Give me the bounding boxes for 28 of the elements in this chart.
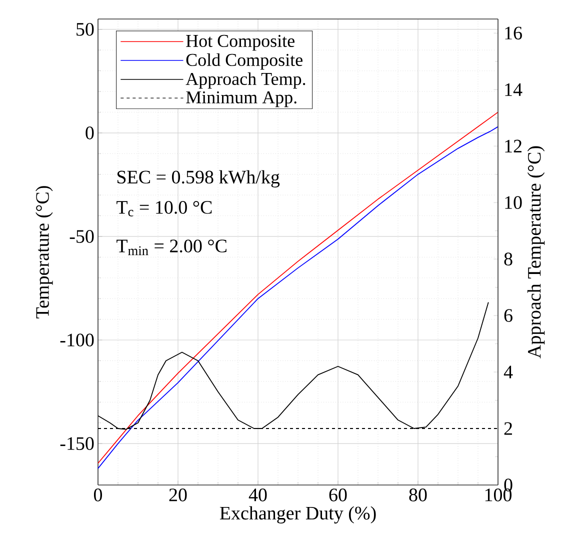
x-tick-label: 0	[94, 488, 102, 502]
y-tick-label: 50	[76, 22, 94, 36]
annotation: SEC = 0.598 kWh/kg	[117, 170, 280, 188]
x-tick-label: 60	[329, 488, 347, 502]
y2-tick-label: 10	[505, 196, 522, 209]
y-tick-label: -50	[70, 230, 94, 243]
y2-tick-label: 12	[505, 140, 522, 152]
y2-axis-title: Approach Temperature (°C)	[527, 146, 545, 358]
legend-label: Approach Temp.	[186, 72, 306, 89]
y-tick-label: -150	[60, 437, 94, 450]
y2-tick-label: 2	[504, 422, 512, 435]
annotation: T$_{c}$ = 10.0 °C	[116, 200, 212, 216]
y2-tick-label: 8	[504, 252, 512, 266]
legend-label: Minimum App.	[186, 91, 296, 108]
x-axis-title: Exchanger Duty (%)	[220, 506, 376, 524]
x-tick-label: 80	[409, 488, 427, 502]
legend-label: Hot Composite	[186, 34, 294, 51]
y-tick-label: -100	[60, 334, 94, 346]
y2-tick-label: 16	[505, 26, 522, 40]
y2-tick-label: 14	[505, 83, 522, 96]
y-axis-title: Temperature (°C)	[36, 186, 53, 318]
legend-label: Cold Composite	[186, 53, 302, 70]
y2-tick-label: 4	[504, 366, 513, 378]
y-tick-label: 0	[86, 126, 94, 140]
x-tick-label: 20	[169, 488, 187, 502]
x-tick-label: 40	[248, 488, 267, 502]
y2-tick-label: 6	[504, 309, 512, 322]
annotation: T$_{min}$ = 2.00 °C	[116, 240, 226, 256]
